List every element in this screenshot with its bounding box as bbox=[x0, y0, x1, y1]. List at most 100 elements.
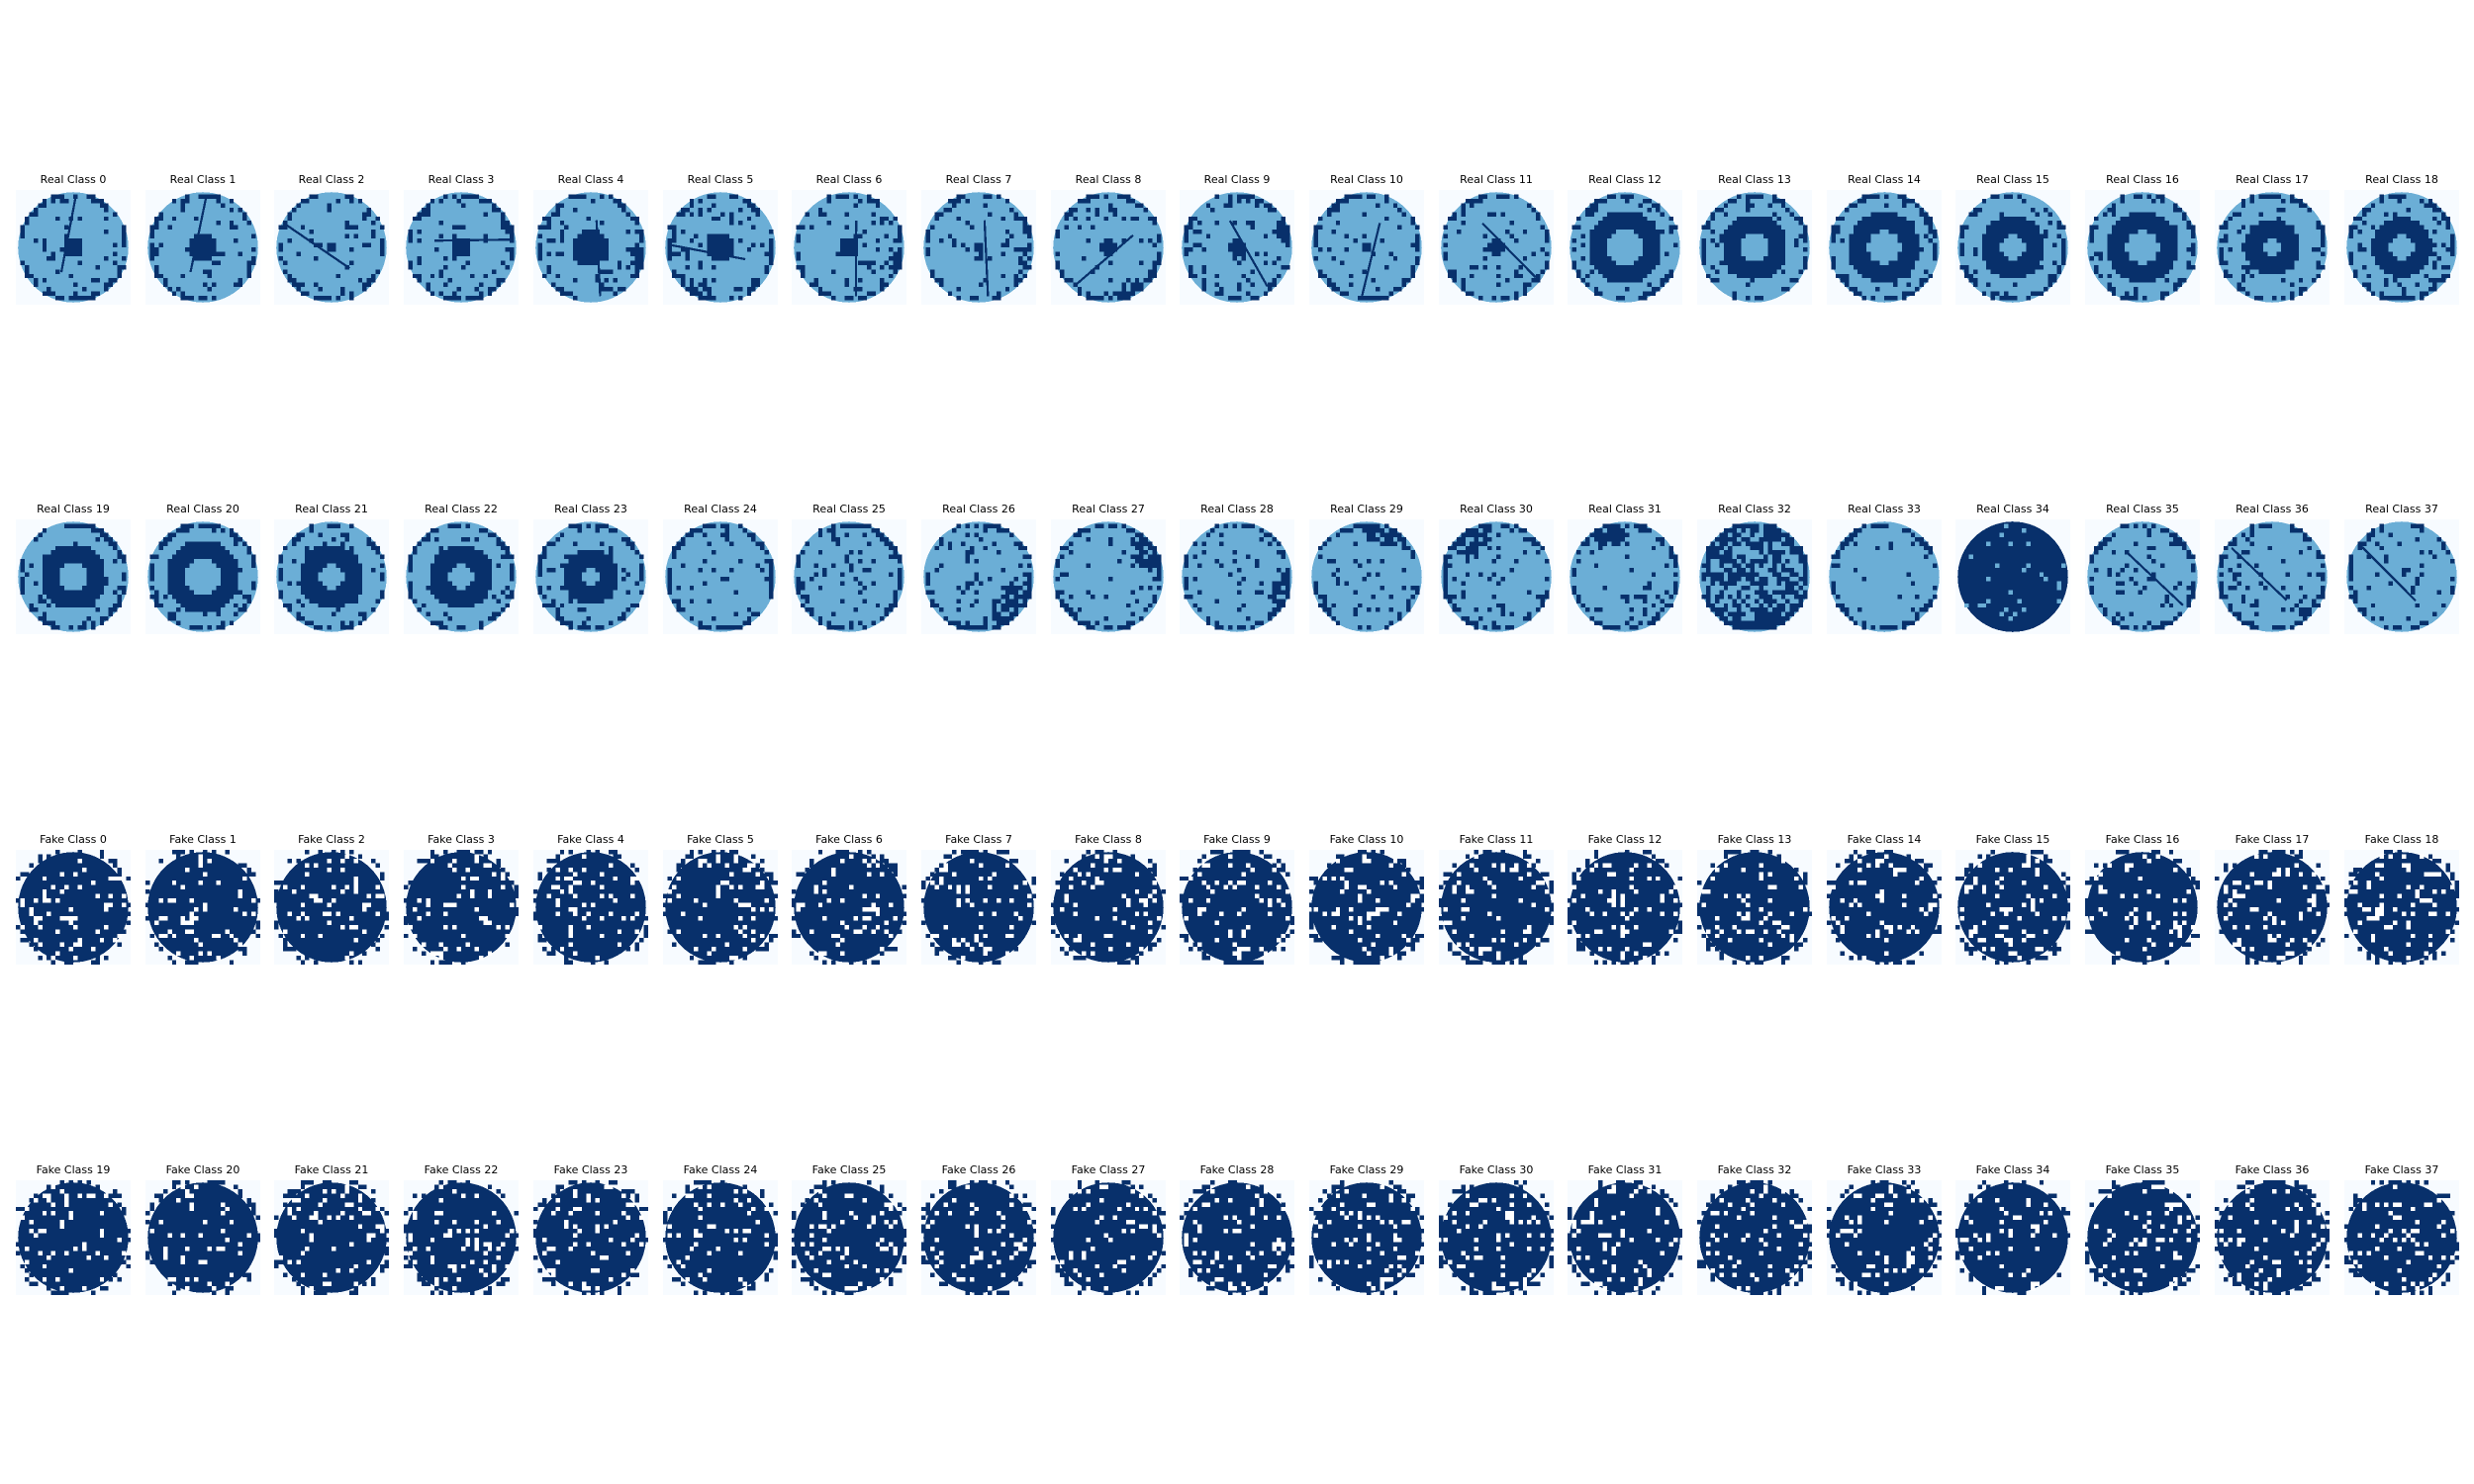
wafer-map-image bbox=[1309, 519, 1424, 634]
wafer-map-image bbox=[1568, 190, 1682, 305]
panel-title: Fake Class 11 bbox=[1459, 833, 1534, 846]
panel-title: Real Class 1 bbox=[169, 173, 237, 186]
panel-title: Fake Class 6 bbox=[815, 833, 883, 846]
wafer-map-image bbox=[921, 1180, 1036, 1295]
panel-title: Fake Class 37 bbox=[2364, 1163, 2439, 1176]
panel-title: Fake Class 26 bbox=[941, 1163, 1016, 1176]
wafer-map-image bbox=[1697, 519, 1812, 634]
wafer-map bbox=[1309, 850, 1424, 965]
wafer-map-image bbox=[2085, 1180, 2200, 1295]
wafer-map-image bbox=[2344, 1180, 2459, 1295]
wafer-map-image bbox=[663, 850, 778, 965]
wafer-map-image bbox=[792, 850, 906, 965]
wafer-map-image bbox=[1309, 850, 1424, 965]
wafer-map bbox=[404, 1180, 519, 1295]
panel-title: Real Class 36 bbox=[2236, 503, 2309, 515]
panel-title: Real Class 24 bbox=[684, 503, 757, 515]
panel-title: Fake Class 13 bbox=[1717, 833, 1792, 846]
wafer-map bbox=[1180, 519, 1294, 634]
wafer-map bbox=[1955, 850, 2070, 965]
wafer-map-image bbox=[2344, 190, 2459, 305]
panel-title: Real Class 13 bbox=[1718, 173, 1791, 186]
wafer-map-image bbox=[1439, 519, 1554, 634]
panel-title: Fake Class 14 bbox=[1847, 833, 1922, 846]
wafer-map-image bbox=[404, 850, 519, 965]
wafer-map-image bbox=[1051, 850, 1166, 965]
wafer-map-image bbox=[1568, 850, 1682, 965]
wafer-map bbox=[663, 1180, 778, 1295]
wafer-map-image bbox=[1827, 1180, 1942, 1295]
panel-title: Fake Class 1 bbox=[169, 833, 237, 846]
panel-title: Real Class 14 bbox=[1848, 173, 1921, 186]
wafer-map bbox=[1051, 1180, 1166, 1295]
panel-title: Fake Class 17 bbox=[2235, 833, 2310, 846]
panel-title: Fake Class 34 bbox=[1975, 1163, 2050, 1176]
wafer-map bbox=[533, 850, 648, 965]
wafer-map-image bbox=[792, 1180, 906, 1295]
wafer-map bbox=[1439, 1180, 1554, 1295]
panel-title: Fake Class 2 bbox=[298, 833, 365, 846]
wafer-map-image bbox=[1309, 1180, 1424, 1295]
panel-title: Real Class 32 bbox=[1718, 503, 1791, 515]
wafer-map-image bbox=[1051, 519, 1166, 634]
wafer-map-image bbox=[1439, 190, 1554, 305]
wafer-map bbox=[1051, 850, 1166, 965]
wafer-map bbox=[1051, 190, 1166, 305]
wafer-map bbox=[533, 1180, 648, 1295]
wafer-map bbox=[1180, 850, 1294, 965]
wafer-map-image bbox=[533, 190, 648, 305]
wafer-map bbox=[1439, 190, 1554, 305]
wafer-map bbox=[792, 519, 906, 634]
wafer-map-image bbox=[274, 1180, 389, 1295]
wafer-map bbox=[1051, 519, 1166, 634]
wafer-map-image bbox=[274, 519, 389, 634]
panel-title: Real Class 20 bbox=[166, 503, 239, 515]
wafer-map-image bbox=[533, 519, 648, 634]
panel-title: Fake Class 23 bbox=[553, 1163, 628, 1176]
panel-title: Real Class 29 bbox=[1330, 503, 1403, 515]
wafer-map bbox=[16, 850, 131, 965]
wafer-map bbox=[2215, 519, 2330, 634]
wafer-map bbox=[1309, 1180, 1424, 1295]
wafer-map bbox=[792, 850, 906, 965]
wafer-map-image bbox=[16, 850, 131, 965]
wafer-map bbox=[274, 519, 389, 634]
wafer-map-image bbox=[1955, 1180, 2070, 1295]
wafer-map-image bbox=[1827, 519, 1942, 634]
wafer-map-image bbox=[1568, 519, 1682, 634]
wafer-map bbox=[792, 190, 906, 305]
panel-title: Real Class 37 bbox=[2365, 503, 2438, 515]
panel-title: Real Class 15 bbox=[1976, 173, 2049, 186]
wafer-map bbox=[404, 190, 519, 305]
panel-title: Fake Class 35 bbox=[2105, 1163, 2180, 1176]
wafer-map bbox=[16, 1180, 131, 1295]
panel-title: Fake Class 18 bbox=[2364, 833, 2439, 846]
panel-title: Fake Class 7 bbox=[945, 833, 1012, 846]
wafer-map-image bbox=[2215, 519, 2330, 634]
wafer-map bbox=[1439, 519, 1554, 634]
wafer-map-image bbox=[1051, 1180, 1166, 1295]
wafer-map bbox=[2085, 190, 2200, 305]
panel-title: Real Class 30 bbox=[1460, 503, 1533, 515]
wafer-map bbox=[1439, 850, 1554, 965]
panel-title: Fake Class 15 bbox=[1975, 833, 2050, 846]
panel-title: Real Class 9 bbox=[1203, 173, 1271, 186]
panel-title: Real Class 2 bbox=[298, 173, 365, 186]
wafer-map-image bbox=[2344, 850, 2459, 965]
wafer-map-image bbox=[16, 190, 131, 305]
wafer-map bbox=[2344, 190, 2459, 305]
wafer-map-image bbox=[145, 850, 260, 965]
wafer-map-image bbox=[1309, 190, 1424, 305]
wafer-map-image bbox=[145, 190, 260, 305]
wafer-map bbox=[1568, 850, 1682, 965]
panel-title: Fake Class 16 bbox=[2105, 833, 2180, 846]
panel-title: Real Class 34 bbox=[1976, 503, 2049, 515]
panel-title: Fake Class 27 bbox=[1071, 1163, 1146, 1176]
panel-title: Real Class 7 bbox=[945, 173, 1012, 186]
panel-title: Real Class 12 bbox=[1588, 173, 1662, 186]
wafer-map bbox=[1568, 190, 1682, 305]
wafer-map-image bbox=[1827, 190, 1942, 305]
panel-title: Real Class 22 bbox=[425, 503, 498, 515]
wafer-map-image bbox=[663, 1180, 778, 1295]
panel-title: Fake Class 29 bbox=[1329, 1163, 1404, 1176]
